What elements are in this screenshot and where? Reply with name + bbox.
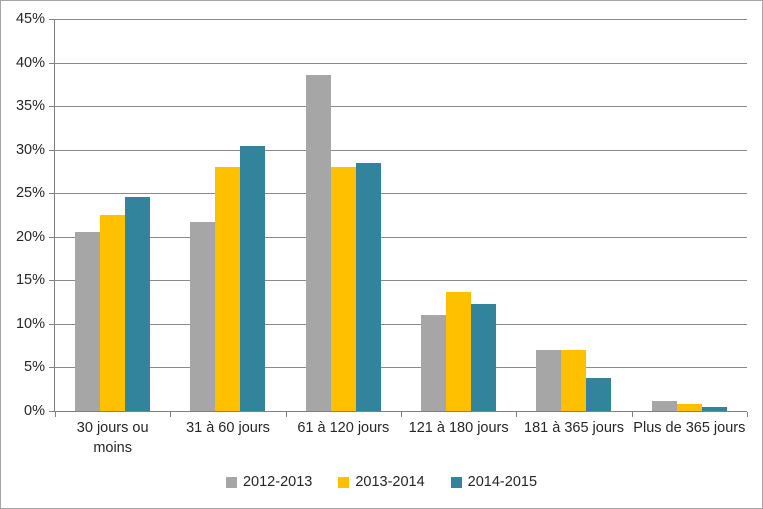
x-axis-tick: [747, 412, 748, 417]
x-axis-label: 121 à 180 jours: [408, 420, 509, 436]
gridline: [55, 19, 747, 20]
legend-label: 2014-2015: [467, 474, 538, 490]
gridline: [55, 106, 747, 107]
bar-group: [401, 19, 516, 411]
x-axis-label: 30 jours ou moins: [76, 420, 149, 456]
y-axis-label: 40%: [15, 54, 45, 71]
legend-label: 2012-2013: [242, 474, 313, 490]
legend: 2012-2013 2013-2014 2014-2015: [1, 474, 762, 490]
gridline: [55, 150, 747, 151]
y-axis-tick: [49, 237, 54, 238]
x-axis-tick: [632, 412, 633, 417]
y-axis-label: 20%: [15, 228, 45, 245]
x-axis-tick: [516, 412, 517, 417]
x-axis-tick: [286, 412, 287, 417]
legend-marker-icon: [225, 476, 237, 488]
bar-group: [286, 19, 401, 411]
bar-2012-2013: [536, 350, 562, 411]
gridline: [55, 324, 747, 325]
bar-2014-2015: [355, 162, 381, 411]
gridline: [55, 63, 747, 64]
bar-2013-2014: [446, 291, 472, 411]
bar-group: [55, 19, 170, 411]
y-axis-label: 10%: [15, 315, 45, 332]
x-axis-label: Plus de 365 jours: [633, 420, 746, 436]
legend-marker-icon: [450, 476, 462, 488]
bar-2014-2015: [471, 303, 497, 411]
bar-group: [516, 19, 631, 411]
y-axis-label: 5%: [24, 358, 45, 375]
bar-2014-2015: [125, 196, 151, 411]
y-axis-label: 25%: [15, 184, 45, 201]
legend-item-2014-2015: 2014-2015: [450, 474, 538, 490]
bar-2013-2014: [676, 404, 702, 411]
x-axis-tick: [55, 412, 56, 417]
bar-2012-2013: [75, 231, 101, 411]
bar-2013-2014: [330, 167, 356, 411]
bar-2013-2014: [215, 167, 241, 411]
bar-2012-2013: [421, 315, 447, 411]
bar-group: [170, 19, 285, 411]
y-axis-tick: [49, 63, 54, 64]
legend-item-2012-2013: 2012-2013: [225, 474, 313, 490]
y-axis-label: 15%: [15, 271, 45, 288]
bar-2013-2014: [100, 215, 126, 411]
y-axis-tick: [49, 193, 54, 194]
gridline: [55, 193, 747, 194]
y-axis-tick: [49, 367, 54, 368]
gridline: [55, 237, 747, 238]
bar-2014-2015: [586, 377, 612, 411]
plot-area: 0% 5% 10% 15% 20% 25% 30% 35% 40% 45% 30 jours ou …: [16, 12, 748, 456]
bar-group: [632, 19, 747, 411]
y-axis-label: 35%: [15, 97, 45, 114]
bar-2014-2015: [240, 146, 266, 411]
gridline: [55, 280, 747, 281]
bar-2012-2013: [190, 222, 216, 411]
bar-2013-2014: [561, 350, 587, 411]
x-axis-label: 181 à 365 jours: [524, 420, 624, 436]
y-axis-tick: [49, 19, 54, 20]
x-axis-label: 31 à 60 jours: [186, 420, 270, 436]
bar-2012-2013: [651, 400, 677, 411]
x-axis-tick: [401, 412, 402, 417]
y-axis-tick: [49, 150, 54, 151]
legend-item-2013-2014: 2013-2014: [338, 474, 425, 490]
y-axis-label: 0%: [24, 402, 45, 419]
y-axis-tick: [49, 324, 54, 325]
y-axis-label: 30%: [15, 141, 45, 158]
legend-marker-icon: [338, 476, 350, 488]
y-axis-label: 45%: [15, 10, 45, 27]
y-axis-tick: [49, 411, 54, 412]
y-axis-tick: [49, 280, 54, 281]
x-axis-tick: [170, 412, 171, 417]
gridline: [55, 367, 747, 368]
bar-2012-2013: [305, 74, 331, 411]
y-axis-tick: [49, 106, 54, 107]
bar-2014-2015: [701, 406, 727, 411]
x-axis-label: 61 à 120 jours: [297, 420, 390, 436]
legend-label: 2013-2014: [355, 474, 425, 490]
